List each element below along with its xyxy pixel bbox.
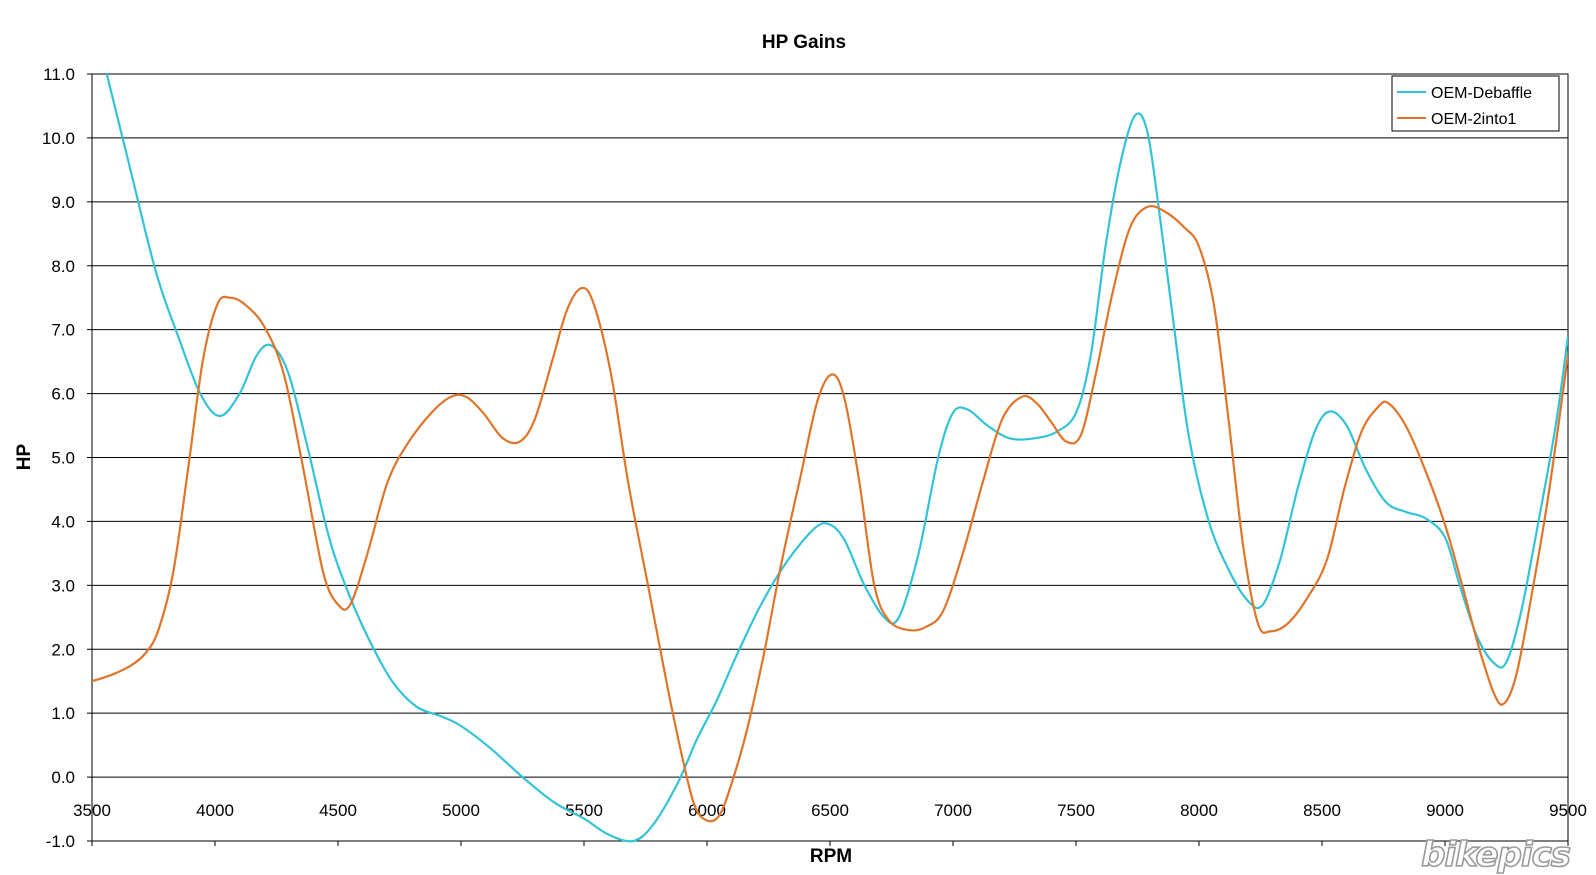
legend-label-oem-2into1: OEM-2into1 [1431,111,1516,128]
x-tick-label: 6500 [811,801,849,820]
x-tick-label: 5000 [442,801,480,820]
x-tick-label: 8500 [1303,801,1341,820]
y-tick-label: 5.0 [51,449,75,468]
x-tick-label: 9000 [1426,801,1464,820]
y-tick-label: 9.0 [51,193,75,212]
x-tick-label: 7000 [934,801,972,820]
y-axis-ticks: -1.0 0.0 1.0 2.0 3.0 4.0 5.0 6.0 7.0 8.0 9.0 10.0 11… [42,65,92,851]
series-lines [92,73,1568,843]
x-tick-label: 8000 [1180,801,1218,820]
legend-label-oem-debaffle: OEM-Debaffle [1431,85,1532,102]
y-tick-label: 3.0 [51,576,75,595]
x-tick-label: 6000 [688,801,726,820]
x-axis-ticks: 3500 4000 4500 5000 5500 6000 6500 7000 7500 8000… [73,801,1587,846]
legend: OEM-Debaffle OEM-2into1 [1391,75,1560,132]
x-tick-label: 5500 [565,801,603,820]
x-tick-label: 4500 [319,801,357,820]
y-tick-label: 0.0 [51,768,75,787]
plot-area [91,73,1569,842]
y-tick-label: 10.0 [42,129,75,148]
y-tick-label: 8.0 [51,257,75,276]
bikepics-watermark-logo: bikepics [1421,835,1571,875]
series-line-oem-debaffle [105,73,1568,843]
chart-title: HP Gains [762,32,846,53]
series-line-oem-2into1 [92,204,1568,823]
y-axis-label: HP [14,443,35,470]
y-tick-label: 2.0 [51,640,75,659]
y-tick-label: 6.0 [51,385,75,404]
y-tick-label: -1.0 [46,832,75,851]
y-tick-label: 1.0 [51,704,75,723]
y-tick-label: 4.0 [51,512,75,531]
x-tick-label: 4000 [196,801,234,820]
y-tick-label: 7.0 [51,321,75,340]
legend-box [1391,75,1560,132]
y-tick-label: 11.0 [43,65,75,84]
x-tick-label: 7500 [1057,801,1095,820]
x-axis-label: RPM [810,846,852,867]
